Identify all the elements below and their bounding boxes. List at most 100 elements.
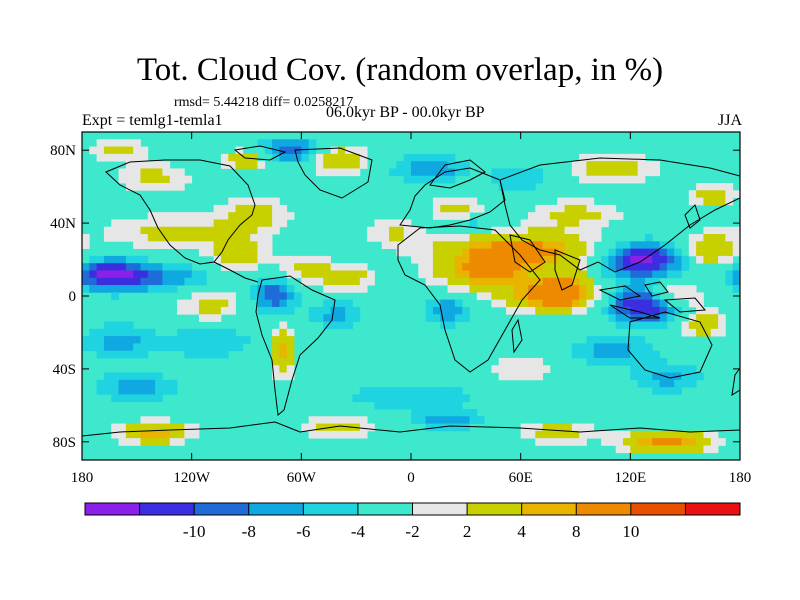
- anomaly-cell: [155, 423, 163, 432]
- anomaly-cell: [111, 321, 119, 330]
- anomaly-cell: [652, 372, 660, 381]
- anomaly-cell: [213, 292, 222, 301]
- anomaly-cell: [608, 336, 617, 344]
- anomaly-cell: [557, 204, 565, 213]
- colorbar-swatch: [630, 503, 686, 515]
- anomaly-cell: [571, 350, 580, 359]
- anomaly-cell: [440, 161, 448, 169]
- anomaly-cell: [213, 234, 222, 242]
- anomaly-cell: [703, 234, 712, 242]
- anomaly-cell: [418, 270, 427, 279]
- anomaly-cell: [571, 255, 580, 264]
- anomaly-cell: [586, 277, 595, 286]
- anomaly-cell: [198, 350, 207, 359]
- anomaly-cell: [403, 248, 412, 257]
- anomaly-cell: [125, 321, 134, 330]
- anomaly-cell: [520, 285, 529, 293]
- anomaly-cell: [286, 139, 295, 147]
- anomaly-cell: [637, 168, 646, 177]
- colorbar: -10 -8 -6 -4 -2 2 4 8 10: [84, 502, 741, 541]
- anomaly-cell: [696, 234, 704, 242]
- anomaly-cell: [454, 161, 463, 169]
- anomaly-cell: [315, 423, 324, 432]
- anomaly-cell: [637, 248, 646, 257]
- anomaly-cell: [513, 168, 522, 177]
- anomaly-cell: [557, 234, 565, 242]
- anomaly-cell: [579, 153, 587, 162]
- colorbar-label: -6: [296, 522, 310, 541]
- anomaly-cell: [140, 168, 149, 177]
- anomaly-cell: [125, 226, 134, 235]
- anomaly-cell: [103, 139, 112, 147]
- anomaly-cell: [264, 146, 273, 155]
- anomaly-cell: [323, 321, 331, 330]
- anomaly-cell: [666, 255, 675, 264]
- anomaly-cell: [96, 263, 105, 271]
- anomaly-cell: [111, 430, 119, 439]
- anomaly-cell: [264, 234, 273, 242]
- anomaly-cell: [710, 314, 719, 322]
- anomaly-cell: [718, 190, 726, 198]
- anomaly-cell: [506, 175, 514, 184]
- anomaly-cell: [286, 285, 295, 293]
- anomaly-cell: [513, 292, 522, 301]
- anomaly-cell: [147, 416, 156, 424]
- anomaly-cell: [133, 219, 141, 228]
- anomaly-cell: [440, 175, 448, 184]
- anomaly-cell: [82, 270, 90, 279]
- anomaly-cell: [103, 343, 112, 352]
- colorbar-swatch: [248, 503, 304, 515]
- anomaly-cell: [425, 248, 434, 257]
- anomaly-cell: [535, 219, 543, 228]
- anomaly-cell: [666, 314, 675, 322]
- anomaly-cell: [425, 408, 434, 417]
- anomaly-cell: [659, 299, 668, 308]
- anomaly-cell: [191, 241, 200, 250]
- anomaly-cell: [623, 445, 631, 454]
- anomaly-cell: [162, 277, 171, 286]
- anomaly-cell: [111, 146, 119, 155]
- anomaly-cell: [513, 270, 522, 279]
- anomaly-cell: [89, 270, 98, 279]
- anomaly-cell: [140, 153, 149, 162]
- anomaly-cell: [696, 292, 704, 301]
- anomaly-cell: [549, 438, 558, 446]
- anomaly-cell: [520, 226, 529, 235]
- anomaly-cell: [162, 416, 171, 424]
- anomaly-cell: [601, 212, 609, 220]
- anomaly-cell: [659, 321, 668, 330]
- anomaly-cell: [374, 387, 383, 395]
- anomaly-cell: [462, 212, 470, 220]
- anomaly-cell: [235, 212, 244, 220]
- anomaly-cell: [330, 430, 339, 439]
- anomaly-cell: [206, 234, 214, 242]
- anomaly-cell: [169, 226, 178, 235]
- anomaly-cell: [162, 175, 171, 184]
- anomaly-cell: [103, 387, 112, 395]
- anomaly-cell: [257, 139, 266, 147]
- anomaly-cell: [418, 255, 427, 264]
- anomaly-cell: [118, 394, 127, 403]
- anomaly-cell: [228, 292, 236, 301]
- anomaly-cell: [279, 263, 288, 271]
- anomaly-cell: [257, 226, 266, 235]
- anomaly-cell: [250, 161, 258, 169]
- anomaly-cell: [162, 379, 171, 388]
- anomaly-cell: [169, 387, 178, 395]
- anomaly-cell: [184, 263, 193, 271]
- anomaly-cell: [294, 292, 302, 301]
- anomaly-cell: [125, 161, 134, 169]
- anomaly-cell: [710, 248, 719, 257]
- anomaly-cell: [228, 336, 236, 344]
- anomaly-cell: [498, 255, 507, 264]
- anomaly-cell: [623, 153, 631, 162]
- anomaly-cell: [564, 277, 573, 286]
- anomaly-cell: [615, 299, 624, 308]
- anomaly-cell: [630, 292, 639, 301]
- anomaly-cell: [447, 212, 456, 220]
- y-tick-label: 80S: [53, 435, 76, 451]
- anomaly-cell: [593, 204, 602, 213]
- coastlines: [82, 145, 740, 437]
- anomaly-cell: [213, 350, 222, 359]
- anomaly-cell: [608, 168, 617, 177]
